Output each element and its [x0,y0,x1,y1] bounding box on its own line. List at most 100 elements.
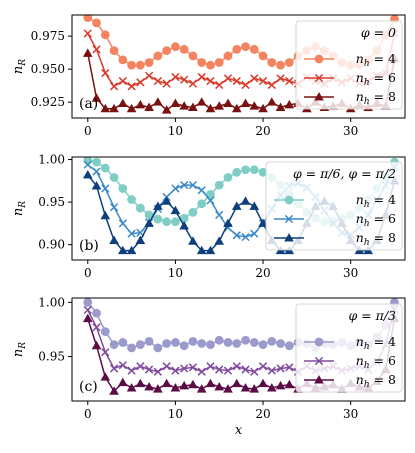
data-point [240,383,251,392]
data-point [214,382,225,391]
data-point [100,210,111,220]
legend-box [295,303,403,393]
data-point [109,173,119,182]
data-point [196,97,207,106]
data-point [171,72,180,82]
data-point [197,367,206,376]
data-point [118,76,127,86]
data-point [118,219,127,228]
data-point [179,221,189,230]
x-tick-label: 30 [343,266,358,280]
data-point [153,97,163,106]
data-point [101,68,110,78]
data-point [118,245,128,255]
legend-marker [314,54,324,64]
data-point [100,327,110,337]
data-point [171,217,180,227]
data-point [206,60,215,70]
data-point [109,46,119,56]
data-point [92,157,101,167]
data-point [240,196,251,205]
data-point [83,29,92,38]
data-point [153,343,163,353]
data-point [188,79,198,88]
data-point [144,336,154,346]
data-point [135,378,146,388]
data-point [275,380,286,390]
legend-title: φ = π/6, φ = π/2 [293,166,396,181]
data-point [249,44,259,54]
data-point [179,44,189,54]
legend-entry: nh = 4 [356,51,396,69]
data-point [258,378,268,388]
data-point [92,45,101,54]
legend-entry: nh = 8 [356,89,396,107]
data-point [196,245,207,255]
data-point [188,379,198,389]
x-tick-label: 30 [343,407,358,421]
data-point [205,378,216,388]
x-tick-label: 20 [255,124,270,138]
x-tick-label: 10 [168,407,183,421]
data-point [188,363,198,372]
data-point [118,377,128,387]
data-point [162,217,172,227]
data-point [231,103,242,113]
data-point [82,48,93,57]
data-point [267,58,277,67]
data-point [135,340,145,350]
x-tick-label: 20 [255,407,270,421]
legend-entry: nh = 4 [356,334,396,352]
data-point [250,74,259,83]
x-tick-label: 10 [168,266,183,280]
data-point [161,196,172,205]
legend: φ = π/3 nh = 4nh = 6nh = 8 [295,303,403,393]
data-point [223,218,233,227]
data-point [266,97,277,106]
data-point [258,218,268,227]
legend-entry: nh = 6 [356,211,396,229]
data-point [136,78,145,87]
data-point [197,339,207,348]
data-point [179,380,189,390]
data-point [249,201,260,210]
data-point [144,102,154,111]
data-point [267,336,277,346]
legend-marker [314,92,324,101]
data-point [223,173,233,182]
legend-box [295,20,403,110]
legend: φ = π/6, φ = π/2 nh = 4nh = 6nh = 8 [265,161,403,251]
y-tick-label: 1.00 [38,295,65,309]
data-point [161,378,172,388]
data-point [188,336,198,346]
x-tick-label: 30 [343,124,358,138]
data-point [196,384,207,393]
y-axis-label-text: nR [11,201,28,216]
data-point [127,229,136,238]
plot-frame [71,297,406,402]
data-point [135,203,145,213]
data-point [188,236,198,245]
data-point [232,339,242,348]
data-point [232,362,241,371]
data-point [127,195,136,204]
data-point [276,60,285,70]
legend-marker [314,356,324,366]
legend-marker [284,195,294,205]
data-point [188,102,198,111]
data-point [249,338,259,347]
data-point [240,98,251,107]
legend-entry: nh = 6 [356,70,396,88]
y-tick-label: 0.95 [38,195,65,209]
data-point [161,105,172,114]
data-point [241,42,250,52]
data-point [205,103,216,113]
data-point [144,365,154,374]
x-tick-label: 0 [84,407,92,421]
data-point [170,383,181,392]
data-point [83,298,93,307]
data-point [250,367,259,376]
y-axis-label-text: nR [11,342,28,357]
data-point [284,99,295,109]
